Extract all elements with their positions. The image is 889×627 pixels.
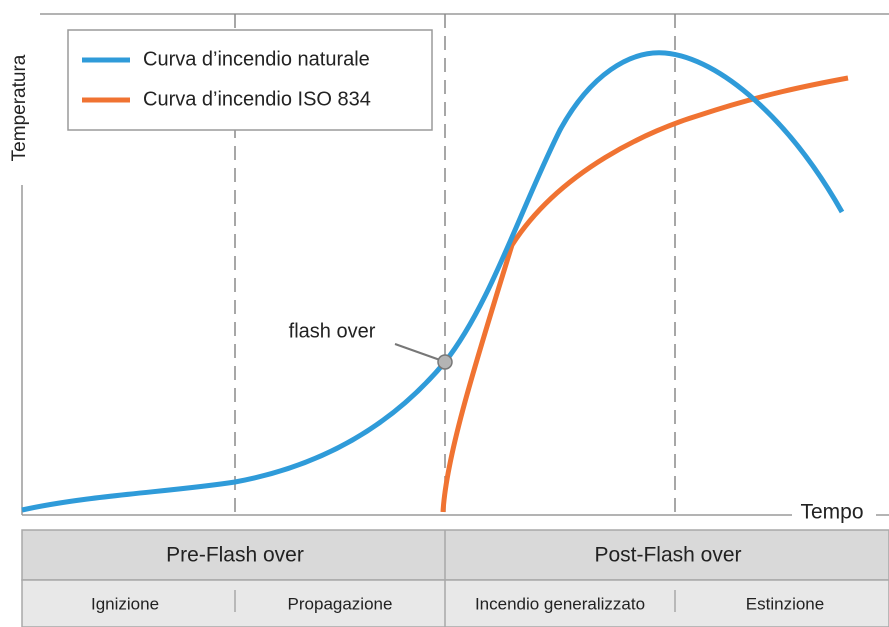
x-axis-label: Tempo bbox=[800, 501, 863, 524]
legend-box bbox=[67, 29, 433, 131]
legend-entry: Curva d’incendio ISO 834 bbox=[143, 88, 371, 110]
phase-label: Pre-Flash over bbox=[166, 544, 304, 567]
y-axis-label: Temperatura bbox=[9, 54, 30, 161]
annotation-pointer bbox=[394, 343, 441, 361]
phase-dividers bbox=[234, 14, 676, 515]
stage-label: Incendio generalizzato bbox=[475, 594, 645, 613]
iso-curve bbox=[440, 75, 849, 513]
legend-entry: Curva d’incendio naturale bbox=[143, 48, 370, 70]
natural-curve bbox=[21, 50, 845, 513]
phase-label: Post-Flash over bbox=[594, 544, 741, 567]
stage-row bbox=[21, 579, 889, 627]
stage-label: Estinzione bbox=[746, 594, 824, 613]
stage-label: Propagazione bbox=[288, 594, 393, 613]
stage-label: Ignizione bbox=[91, 594, 159, 613]
phase-row bbox=[21, 529, 889, 581]
annotation: flash over bbox=[289, 320, 376, 342]
flash-over-point bbox=[437, 354, 453, 370]
